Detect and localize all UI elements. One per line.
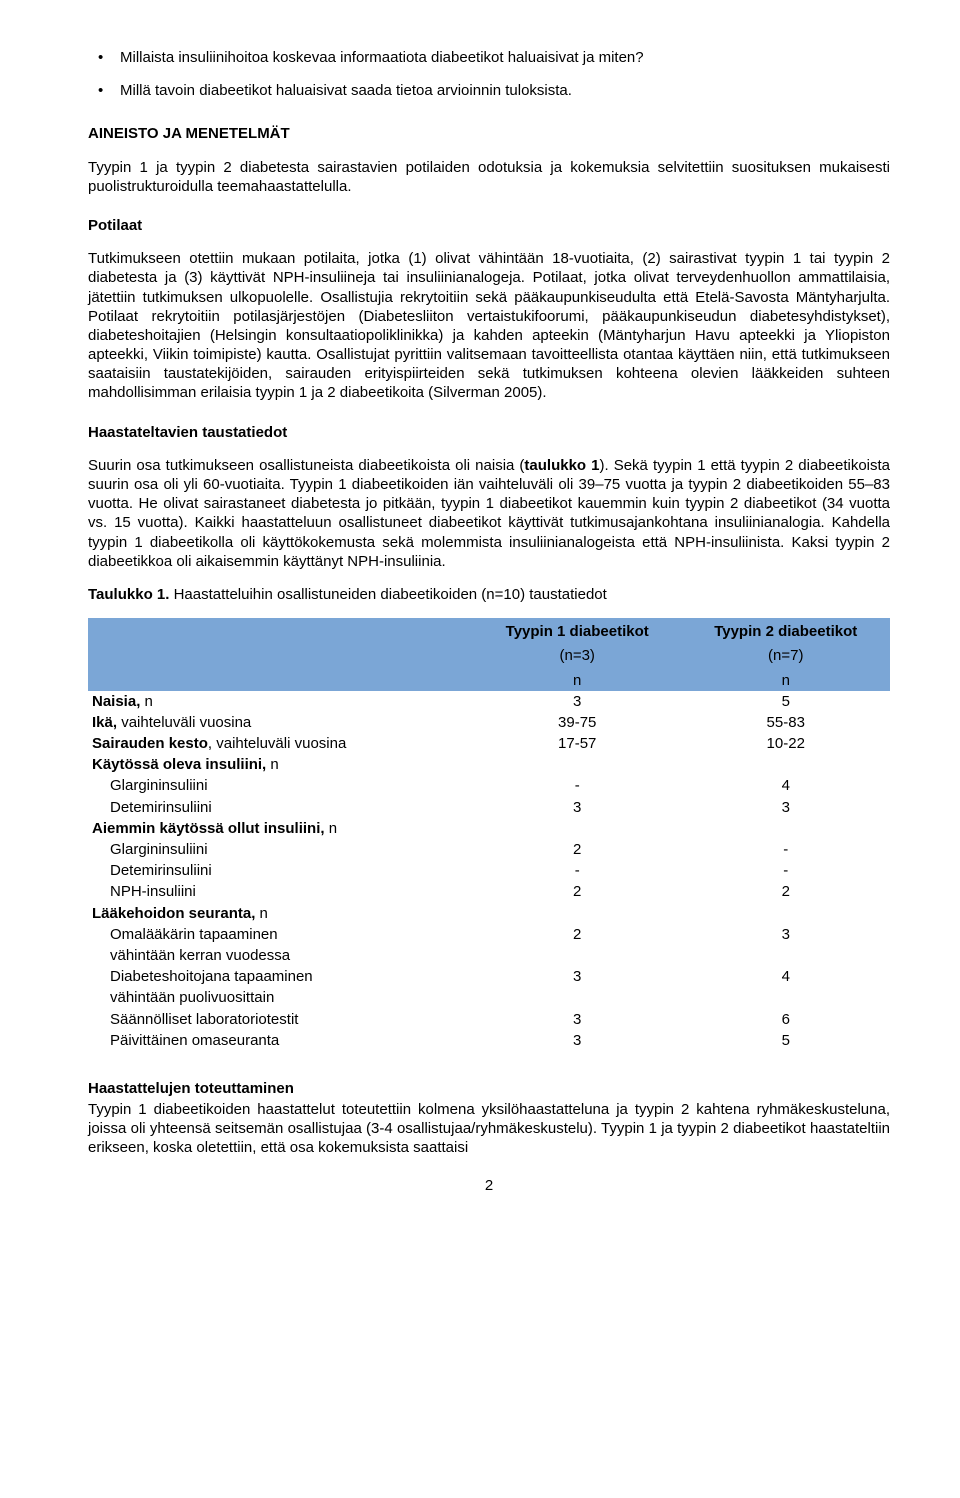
table-row: Aiemmin käytössä ollut insuliini, n [88, 818, 890, 839]
cell-v2: 3 [681, 924, 890, 945]
heading-tausta: Haastateltavien taustatiedot [88, 423, 890, 442]
cell-v1 [473, 987, 682, 1008]
table-row: Naisia, n35 [88, 691, 890, 712]
cell-label: Lääkehoidon seuranta, n [88, 903, 473, 924]
cell-v1: - [473, 860, 682, 881]
cell-v2: - [681, 839, 890, 860]
heading-aineisto: AINEISTO JA MENETELMÄT [88, 124, 890, 143]
cell-v1: 3 [473, 966, 682, 987]
paragraph-tausta: Suurin osa tutkimukseen osallistuneista … [88, 456, 890, 571]
cell-v1: 39-75 [473, 712, 682, 733]
cell-label: NPH-insuliini [88, 881, 473, 902]
th-n: n [681, 667, 890, 691]
cell-label: vähintään puolivuosittain [88, 987, 473, 1008]
cell-label: Päivittäinen omaseuranta [88, 1030, 473, 1051]
cell-label: Käytössä oleva insuliini, n [88, 754, 473, 775]
cell-v2: 4 [681, 966, 890, 987]
table-body: Naisia, n35Ikä, vaihteluväli vuosina39-7… [88, 691, 890, 1051]
cell-v2: 5 [681, 1030, 890, 1051]
th-type2: Tyypin 2 diabeetikot [681, 618, 890, 642]
table-row: Diabeteshoitojana tapaaminen34 [88, 966, 890, 987]
table-caption-label: Taulukko 1. [88, 586, 169, 603]
table-row: Ikä, vaihteluväli vuosina39-7555-83 [88, 712, 890, 733]
cell-v1 [473, 945, 682, 966]
th-type2-n: (n=7) [681, 642, 890, 666]
cell-label: Glargininsuliini [88, 839, 473, 860]
cell-label: Säännölliset laboratoriotestit [88, 1009, 473, 1030]
table-row: Omalääkärin tapaaminen23 [88, 924, 890, 945]
table-caption-text: Haastatteluihin osallistuneiden diabeeti… [169, 586, 606, 603]
paragraph-toteutus: Tyypin 1 diabeetikoiden haastattelut tot… [88, 1100, 890, 1158]
table-row: Glargininsuliini-4 [88, 775, 890, 796]
th-empty [88, 642, 473, 666]
cell-v2: - [681, 860, 890, 881]
cell-label: Sairauden kesto, vaihteluväli vuosina [88, 733, 473, 754]
cell-label: Diabeteshoitojana tapaaminen [88, 966, 473, 987]
bullet-list: Millaista insuliinihoitoa koskevaa infor… [88, 48, 890, 100]
cell-label: Ikä, vaihteluväli vuosina [88, 712, 473, 733]
cell-v1: 3 [473, 797, 682, 818]
cell-v2: 6 [681, 1009, 890, 1030]
table-row: vähintään puolivuosittain [88, 987, 890, 1008]
page-number: 2 [88, 1176, 890, 1195]
table-row: vähintään kerran vuodessa [88, 945, 890, 966]
table-row: Detemirinsuliini-- [88, 860, 890, 881]
table-row: Käytössä oleva insuliini, n [88, 754, 890, 775]
cell-v1 [473, 903, 682, 924]
cell-v2 [681, 987, 890, 1008]
table-row: NPH-insuliini22 [88, 881, 890, 902]
cell-v2: 2 [681, 881, 890, 902]
cell-label: Detemirinsuliini [88, 797, 473, 818]
table-head: Tyypin 1 diabeetikot Tyypin 2 diabeetiko… [88, 618, 890, 691]
cell-v1: 2 [473, 839, 682, 860]
cell-v1 [473, 818, 682, 839]
text: Suurin osa tutkimukseen osallistuneista … [88, 457, 524, 474]
cell-v2 [681, 903, 890, 924]
cell-label: Glargininsuliini [88, 775, 473, 796]
th-n: n [473, 667, 682, 691]
table-row: Glargininsuliini2- [88, 839, 890, 860]
heading-toteutus: Haastattelujen toteuttaminen [88, 1079, 890, 1098]
cell-v1: 17-57 [473, 733, 682, 754]
cell-v2: 5 [681, 691, 890, 712]
cell-v2 [681, 754, 890, 775]
cell-label: Omalääkärin tapaaminen [88, 924, 473, 945]
cell-label: Detemirinsuliini [88, 860, 473, 881]
cell-v1: 3 [473, 691, 682, 712]
cell-v2: 10-22 [681, 733, 890, 754]
cell-label: Aiemmin käytössä ollut insuliini, n [88, 818, 473, 839]
bullet-item: Millaista insuliinihoitoa koskevaa infor… [88, 48, 890, 67]
paragraph-aineisto: Tyypin 1 ja tyypin 2 diabetesta sairasta… [88, 158, 890, 196]
table-row: Sairauden kesto, vaihteluväli vuosina17-… [88, 733, 890, 754]
table-row: Säännölliset laboratoriotestit36 [88, 1009, 890, 1030]
table-row: Päivittäinen omaseuranta35 [88, 1030, 890, 1051]
cell-v1: 3 [473, 1009, 682, 1030]
cell-v1: - [473, 775, 682, 796]
cell-v2: 4 [681, 775, 890, 796]
th-empty [88, 618, 473, 642]
table-taustatiedot: Tyypin 1 diabeetikot Tyypin 2 diabeetiko… [88, 618, 890, 1051]
cell-label: Naisia, n [88, 691, 473, 712]
bullet-item: Millä tavoin diabeetikot haluaisivat saa… [88, 81, 890, 100]
text-bold: taulukko 1 [524, 457, 599, 474]
cell-v1: 2 [473, 881, 682, 902]
cell-v2: 3 [681, 797, 890, 818]
heading-potilaat: Potilaat [88, 216, 890, 235]
cell-v1: 3 [473, 1030, 682, 1051]
th-type1-n: (n=3) [473, 642, 682, 666]
cell-v1 [473, 754, 682, 775]
cell-v2: 55-83 [681, 712, 890, 733]
cell-v1: 2 [473, 924, 682, 945]
cell-v2 [681, 945, 890, 966]
table-row: Lääkehoidon seuranta, n [88, 903, 890, 924]
table-row: Detemirinsuliini33 [88, 797, 890, 818]
th-empty [88, 667, 473, 691]
paragraph-potilaat: Tutkimukseen otettiin mukaan potilaita, … [88, 249, 890, 403]
cell-v2 [681, 818, 890, 839]
th-type1: Tyypin 1 diabeetikot [473, 618, 682, 642]
table-caption: Taulukko 1. Haastatteluihin osallistunei… [88, 585, 890, 604]
cell-label: vähintään kerran vuodessa [88, 945, 473, 966]
